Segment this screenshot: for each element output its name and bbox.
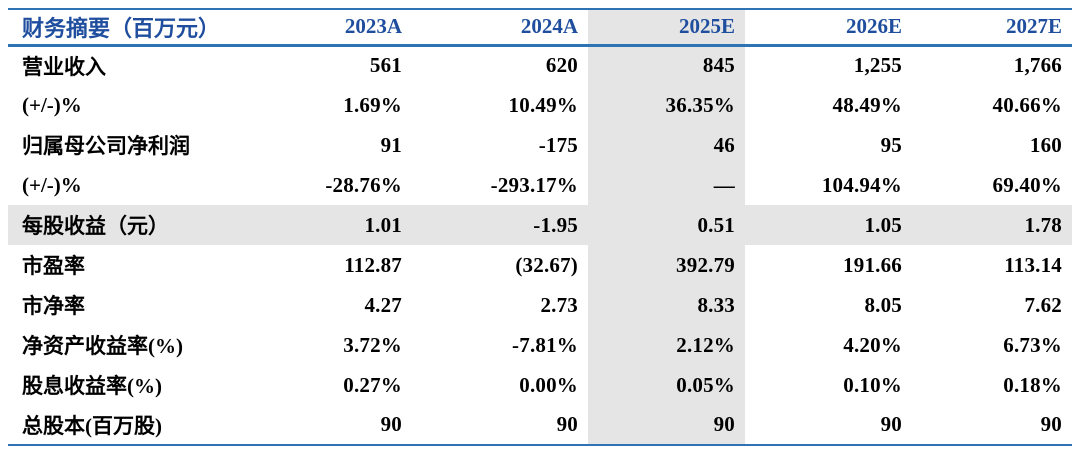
data-table: 财务摘要（百万元） 2023A 2024A 2025E 2026E 2027E … xyxy=(8,8,1072,446)
table-cell: 8.33 xyxy=(588,285,745,325)
table-header-row: 财务摘要（百万元） 2023A 2024A 2025E 2026E 2027E xyxy=(8,9,1072,45)
table-cell: 845 xyxy=(588,45,745,85)
column-header-2024a: 2024A xyxy=(520,14,578,39)
table-row-eps: 每股收益（元） 1.01 -1.95 0.51 1.05 1.78 xyxy=(8,205,1072,245)
table-cell: 1,766 xyxy=(1013,53,1062,78)
table-cell: -28.76% xyxy=(325,172,402,197)
table-row-pe-ratio: 市盈率 112.87 (32.67) 392.79 191.66 113.14 xyxy=(8,245,1072,285)
table-cell: 36.35% xyxy=(588,85,745,125)
table-cell: 2.73 xyxy=(540,292,578,317)
financial-summary-table: 财务摘要（百万元） 2023A 2024A 2025E 2026E 2027E … xyxy=(8,8,1072,446)
table-cell: 160 xyxy=(1029,132,1062,157)
table-cell: 191.66 xyxy=(843,252,902,277)
row-label: 归属母公司净利润 xyxy=(22,134,190,158)
column-header-2026e: 2026E xyxy=(845,14,902,39)
table-cell: — xyxy=(588,165,745,205)
table-row-pb-ratio: 市净率 4.27 2.73 8.33 8.05 7.62 xyxy=(8,285,1072,325)
table-cell: 6.73% xyxy=(1003,332,1062,357)
table-cell: 10.49% xyxy=(508,92,578,117)
column-header-2025e: 2025E xyxy=(588,9,745,45)
table-cell: 112.87 xyxy=(344,252,402,277)
table-row-total-shares: 总股本(百万股) 90 90 90 90 90 xyxy=(8,405,1072,445)
table-cell: 46 xyxy=(588,125,745,165)
row-label: 营业收入 xyxy=(22,54,106,79)
table-cell: 90 xyxy=(588,405,745,445)
table-cell: 1.78 xyxy=(912,205,1072,245)
table-cell: 620 xyxy=(545,53,578,78)
table-cell: 1,255 xyxy=(853,53,902,78)
table-cell: -293.17% xyxy=(490,172,578,197)
table-cell: 3.72% xyxy=(343,332,402,357)
table-cell: 7.62 xyxy=(1024,292,1062,317)
table-cell: -1.95 xyxy=(412,205,588,245)
table-cell: -7.81% xyxy=(512,332,578,357)
table-cell: 90 xyxy=(556,412,578,436)
table-cell: 1.69% xyxy=(343,92,402,117)
row-label: 股息收益率(%) xyxy=(22,374,162,398)
row-label: (+/-)% xyxy=(22,92,82,117)
table-row-dividend-yield: 股息收益率(%) 0.27% 0.00% 0.05% 0.10% 0.18% xyxy=(8,365,1072,405)
table-cell: 561 xyxy=(369,53,402,78)
row-label: 总股本(百万股) xyxy=(22,413,162,438)
row-label: 净资产收益率(%) xyxy=(22,334,183,358)
row-label: 市盈率 xyxy=(22,254,85,278)
table-cell: 0.00% xyxy=(519,372,578,397)
table-cell: 0.27% xyxy=(343,372,402,397)
table-cell: 40.66% xyxy=(992,92,1062,117)
table-cell: 0.51 xyxy=(588,205,745,245)
table-row-profit-growth: (+/-)% -28.76% -293.17% — 104.94% 69.40% xyxy=(8,165,1072,205)
table-cell: 392.79 xyxy=(588,245,745,285)
table-cell: 2.12% xyxy=(588,325,745,365)
table-row-revenue-growth: (+/-)% 1.69% 10.49% 36.35% 48.49% 40.66% xyxy=(8,85,1072,125)
table-cell: 1.01 xyxy=(248,205,412,245)
column-header-2023a: 2023A xyxy=(344,14,402,39)
table-cell: 90 xyxy=(380,412,402,436)
table-cell: 91 xyxy=(380,132,402,157)
table-title: 财务摘要（百万元） xyxy=(22,15,221,41)
table-row-net-profit: 归属母公司净利润 91 -175 46 95 160 xyxy=(8,125,1072,165)
column-header-2027e: 2027E xyxy=(1005,14,1062,39)
table-cell: 0.10% xyxy=(843,372,902,397)
table-row-roe: 净资产收益率(%) 3.72% -7.81% 2.12% 4.20% 6.73% xyxy=(8,325,1072,365)
table-cell: 4.20% xyxy=(843,332,902,357)
table-cell: 48.49% xyxy=(832,92,902,117)
row-label: 每股收益（元） xyxy=(8,205,248,245)
table-cell: 1.05 xyxy=(745,205,912,245)
table-cell: -175 xyxy=(538,132,578,157)
table-row-revenue: 营业收入 561 620 845 1,255 1,766 xyxy=(8,45,1072,85)
table-cell: 90 xyxy=(880,412,902,436)
table-cell: 0.05% xyxy=(588,365,745,405)
row-label: 市净率 xyxy=(22,294,85,318)
table-cell: 113.14 xyxy=(1004,252,1062,277)
table-cell: 69.40% xyxy=(992,172,1062,197)
table-cell: 90 xyxy=(1040,412,1062,436)
table-cell: (32.67) xyxy=(515,252,578,277)
table-cell: 104.94% xyxy=(821,172,902,197)
table-cell: 8.05 xyxy=(864,292,902,317)
table-cell: 0.18% xyxy=(1003,372,1062,397)
table-cell: 4.27 xyxy=(364,292,402,317)
table-cell: 95 xyxy=(880,132,902,157)
row-label: (+/-)% xyxy=(22,172,82,197)
